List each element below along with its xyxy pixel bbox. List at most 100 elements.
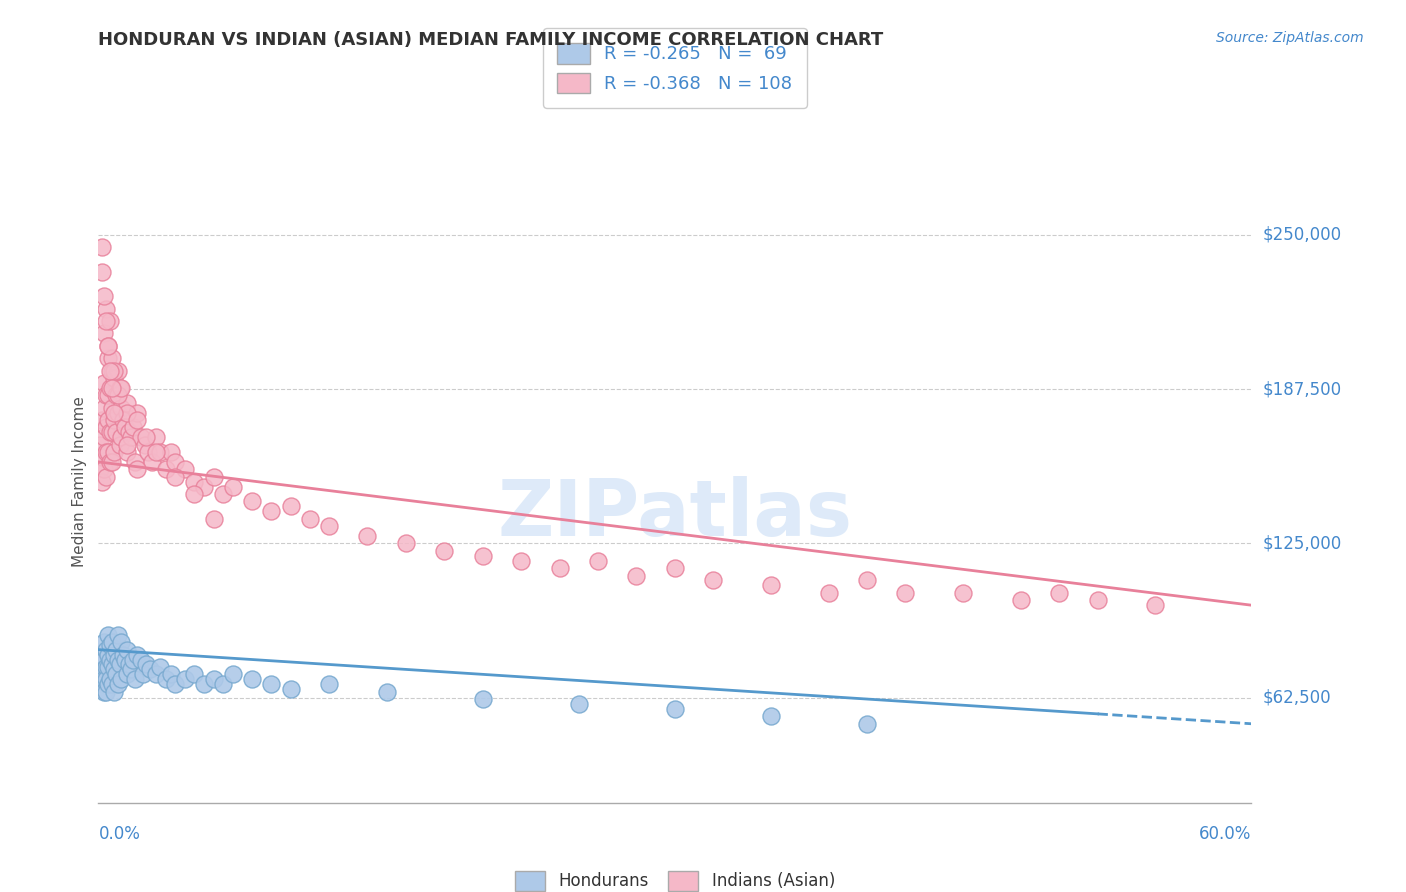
Point [471, 549, 494, 563]
Point [120, 430, 142, 444]
Point [202, 512, 225, 526]
Point [93, 662, 115, 676]
Point [103, 413, 125, 427]
Point [375, 684, 398, 698]
Point [664, 561, 686, 575]
Point [104, 667, 127, 681]
Point [93, 673, 115, 687]
Point [149, 660, 172, 674]
Point [165, 469, 187, 483]
Point [91, 450, 114, 464]
Point [107, 677, 129, 691]
Point [165, 455, 187, 469]
Point [101, 425, 124, 440]
Point [91, 265, 114, 279]
Point [101, 455, 124, 469]
Point [103, 405, 125, 419]
Point [131, 667, 153, 681]
Point [856, 574, 879, 588]
Point [107, 652, 129, 666]
Point [125, 462, 148, 476]
Point [110, 430, 132, 444]
Point [202, 673, 225, 687]
Point [93, 684, 115, 698]
Point [107, 628, 129, 642]
Point [112, 413, 135, 427]
Point [97, 339, 120, 353]
Point [98, 638, 121, 652]
Point [103, 662, 125, 676]
Point [260, 677, 283, 691]
Point [94, 420, 117, 434]
Point [91, 475, 114, 489]
Point [510, 554, 533, 568]
Point [1047, 586, 1070, 600]
Point [240, 673, 263, 687]
Point [94, 642, 117, 657]
Point [101, 381, 124, 395]
Point [110, 673, 132, 687]
Point [568, 697, 591, 711]
Point [280, 682, 302, 697]
Point [548, 561, 571, 575]
Point [110, 635, 132, 649]
Point [155, 462, 177, 476]
Point [1087, 593, 1109, 607]
Point [212, 487, 235, 501]
Point [117, 642, 138, 657]
Point [91, 240, 114, 254]
Point [93, 430, 115, 444]
Point [759, 709, 782, 723]
Point [101, 401, 124, 415]
Point [894, 586, 917, 600]
Point [125, 405, 148, 419]
Point [98, 455, 121, 469]
Point [356, 529, 378, 543]
Point [98, 425, 121, 440]
Legend: Hondurans, Indians (Asian): Hondurans, Indians (Asian) [508, 864, 842, 892]
Point [139, 662, 162, 676]
Point [108, 657, 131, 672]
Point [94, 301, 117, 316]
Point [93, 462, 115, 476]
Point [94, 673, 117, 687]
Point [135, 657, 157, 672]
Point [89, 657, 111, 672]
Point [193, 677, 215, 691]
Point [97, 648, 120, 662]
Point [94, 314, 117, 328]
Point [101, 657, 124, 672]
Point [97, 339, 120, 353]
Point [952, 586, 974, 600]
Point [94, 445, 117, 459]
Point [122, 652, 145, 666]
Point [103, 648, 125, 662]
Point [98, 673, 121, 687]
Point [145, 445, 167, 459]
Point [104, 642, 127, 657]
Point [104, 425, 127, 440]
Point [759, 578, 782, 592]
Text: 60.0%: 60.0% [1199, 825, 1251, 843]
Point [1010, 593, 1032, 607]
Text: $62,500: $62,500 [1263, 689, 1331, 706]
Point [91, 648, 114, 662]
Point [103, 371, 125, 385]
Point [165, 677, 187, 691]
Point [89, 462, 111, 476]
Point [107, 405, 129, 419]
Point [114, 652, 136, 666]
Point [98, 652, 121, 666]
Point [114, 420, 136, 434]
Text: HONDURAN VS INDIAN (ASIAN) MEDIAN FAMILY INCOME CORRELATION CHART: HONDURAN VS INDIAN (ASIAN) MEDIAN FAMILY… [98, 31, 883, 49]
Y-axis label: Median Family Income: Median Family Income [72, 396, 87, 567]
Point [117, 445, 138, 459]
Point [91, 667, 114, 681]
Point [1144, 598, 1167, 612]
Point [626, 568, 648, 582]
Point [212, 677, 235, 691]
Point [97, 388, 120, 402]
Point [107, 363, 129, 377]
Point [240, 494, 263, 508]
Point [183, 667, 205, 681]
